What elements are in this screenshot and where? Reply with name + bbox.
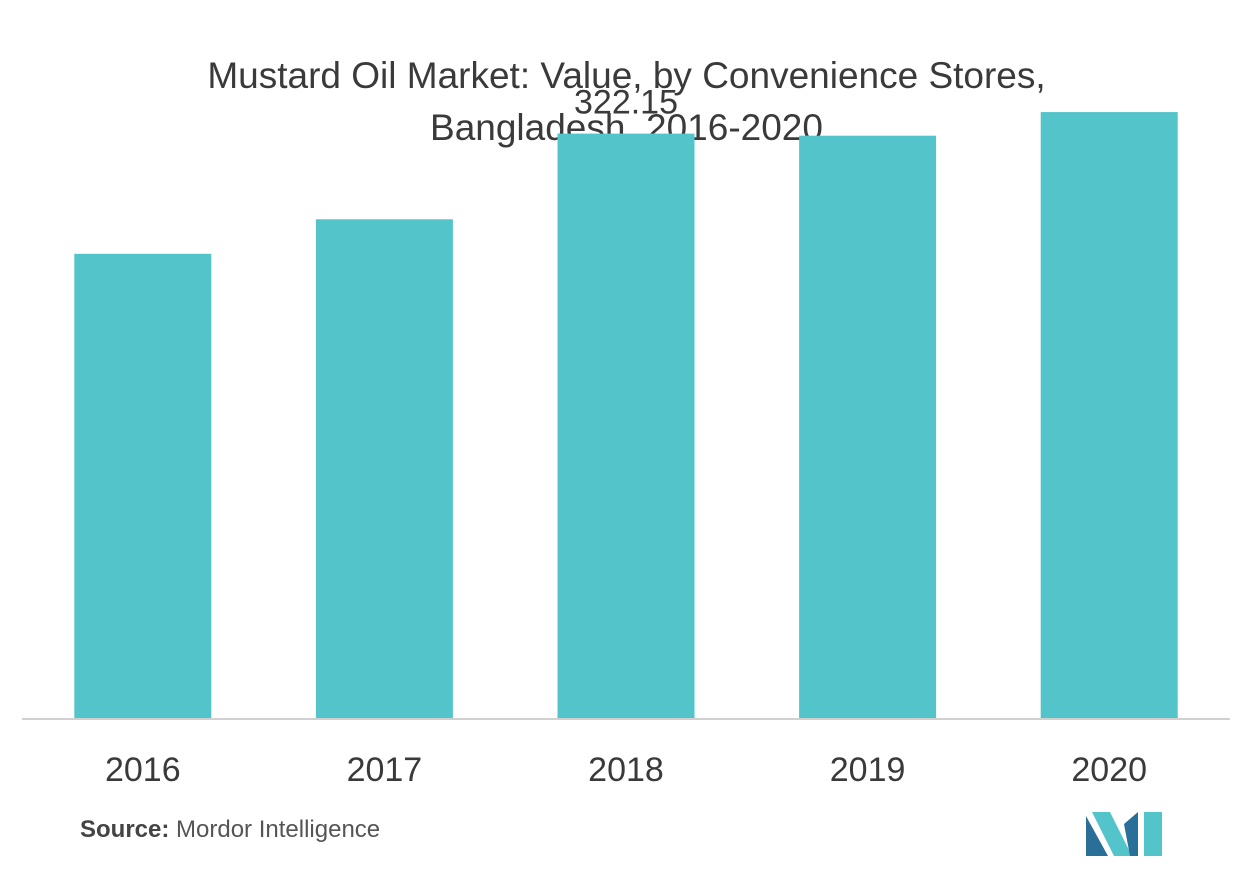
data-labels: 322.15 bbox=[574, 84, 678, 122]
bar-2016 bbox=[74, 253, 212, 719]
bar-2019 bbox=[799, 135, 937, 719]
x-tick-label-2019: 2019 bbox=[830, 751, 906, 789]
source-label: Source: bbox=[80, 816, 170, 843]
bar-2020 bbox=[1040, 112, 1178, 720]
x-tick-label-2017: 2017 bbox=[347, 751, 423, 789]
bar-2017 bbox=[315, 219, 453, 720]
source-value: Mordor Intelligence bbox=[176, 816, 381, 843]
chart-title: Mustard Oil Market: Value, by Convenienc… bbox=[0, 50, 1253, 154]
bar-2018 bbox=[557, 133, 695, 719]
source-note: Source: Mordor Intelligence bbox=[80, 816, 380, 844]
mordor-intelligence-logo-icon bbox=[1086, 812, 1162, 856]
data-label-2018: 322.15 bbox=[574, 84, 678, 122]
x-tick-label-2018: 2018 bbox=[588, 751, 664, 789]
x-tick-label-2020: 2020 bbox=[1071, 751, 1147, 789]
chart-title-line-1: Mustard Oil Market: Value, by Convenienc… bbox=[207, 55, 1046, 96]
x-tick-label-2016: 2016 bbox=[105, 751, 181, 789]
x-tick-labels: 2016 2017 2018 2019 2020 bbox=[105, 751, 1147, 789]
bars-group bbox=[74, 112, 1178, 720]
